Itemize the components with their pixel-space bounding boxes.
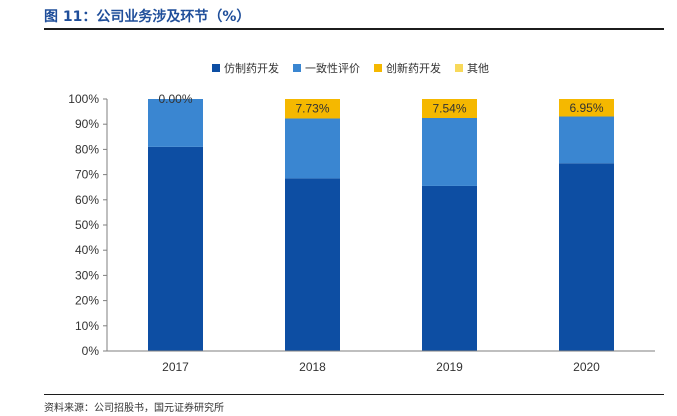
data-label: 0.00%: [158, 92, 192, 106]
bar-segment: [559, 163, 614, 351]
x-tick-label: 2017: [162, 360, 189, 374]
y-tick-label: 20%: [75, 294, 99, 308]
bar-segment: [148, 99, 203, 147]
x-tick-label: 2019: [436, 360, 463, 374]
y-tick-label: 40%: [75, 243, 99, 257]
bar-segment: [559, 99, 614, 117]
legend-swatch: [455, 64, 463, 72]
legend-item-generic-dev: 仿制药开发: [212, 60, 279, 76]
bar-segment: [285, 99, 340, 119]
x-tick-label: 2020: [573, 360, 600, 374]
y-tick-label: 30%: [75, 268, 99, 282]
legend-label: 其他: [467, 62, 489, 75]
y-tick-label: 50%: [75, 218, 99, 232]
y-tick-label: 70%: [75, 168, 99, 182]
legend-label: 一致性评价: [305, 62, 360, 75]
legend-swatch: [212, 64, 220, 72]
data-label: 7.73%: [295, 102, 329, 116]
legend: 仿制药开发 一致性评价 创新药开发 其他: [212, 60, 503, 76]
top-rule: [44, 28, 664, 30]
legend-item-consistency-eval: 一致性评价: [293, 60, 360, 76]
y-tick-label: 60%: [75, 193, 99, 207]
bar-segment: [559, 116, 614, 164]
bar-segment: [148, 146, 203, 351]
data-label: 7.54%: [432, 102, 466, 116]
legend-swatch: [374, 64, 382, 72]
legend-item-other: 其他: [455, 60, 489, 76]
bar-segment: [422, 118, 477, 186]
bar-segment: [285, 178, 340, 351]
legend-swatch: [293, 64, 301, 72]
x-tick-label: 2018: [299, 360, 326, 374]
bar-segment: [285, 118, 340, 179]
y-tick-label: 10%: [75, 319, 99, 333]
bottom-rule: [44, 394, 664, 395]
bar-segment: [422, 185, 477, 351]
figure-title: 图 11：公司业务涉及环节（%）: [44, 9, 251, 25]
y-tick-label: 0%: [82, 344, 100, 358]
data-label: 6.95%: [569, 101, 603, 115]
legend-label: 仿制药开发: [224, 62, 279, 75]
source-note: 资料来源：公司招股书，国元证券研究所: [44, 403, 224, 414]
legend-item-innovative-dev: 创新药开发: [374, 60, 441, 76]
y-tick-label: 80%: [75, 142, 99, 156]
bar-segment: [422, 99, 477, 119]
y-tick-label: 90%: [75, 117, 99, 131]
legend-label: 创新药开发: [386, 62, 441, 75]
y-tick-label: 100%: [68, 92, 99, 106]
